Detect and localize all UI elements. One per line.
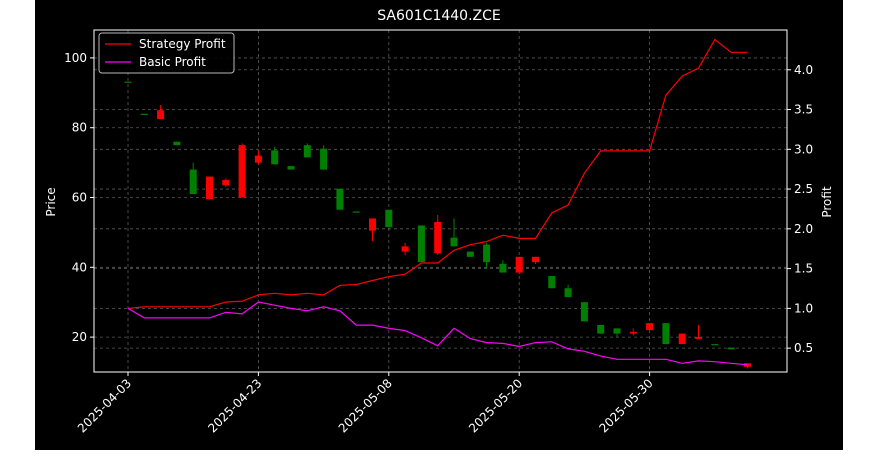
y-tick-label-right-4: 2.5 [794,182,813,196]
series-line-strategy-profit [127,38,748,309]
candle-body-6 [222,180,230,186]
candle-body-1 [140,113,148,115]
candle-body-15 [369,218,376,231]
y-tick-label-right-5: 3.0 [794,142,813,156]
y-tick-label-left-1: 40 [72,260,87,274]
candle-body-0 [124,81,132,83]
candle-body-21 [466,251,474,257]
candle-body-7 [238,145,246,198]
candle-body-34 [678,333,686,345]
y-tick-label-left-0: 20 [72,330,87,344]
candle-body-29 [597,324,605,334]
candle-body-10 [287,166,295,170]
candle-body-33 [662,323,670,345]
legend-box [98,32,235,74]
candle-body-17 [401,246,409,252]
candle-body-28 [580,302,588,322]
candle-body-26 [548,276,556,289]
line-layer [127,38,748,366]
candle-body-13 [336,188,344,210]
legend-label-basic-profit: Basic Profit [139,55,206,69]
plot-frame [93,29,788,373]
y-axis-label-right: Profit [820,186,834,218]
candle-body-22 [483,244,491,263]
candle-body-30 [613,328,621,334]
candle-body-18 [417,225,425,263]
candle-body-23 [499,263,507,273]
candle-body-37 [727,347,735,350]
candle-body-19 [434,221,442,254]
candle-body-3 [173,141,181,146]
y-tick-label-right-7: 4.0 [794,63,813,77]
candle-body-25 [532,256,539,263]
y-tick-label-left-4: 100 [64,51,87,65]
candle-body-8 [254,155,262,163]
candle-body-14 [352,211,360,213]
y-tick-label-right-1: 1.0 [794,301,813,315]
candle-layer [124,81,751,369]
candle-body-24 [515,256,523,273]
candle-body-9 [271,150,279,165]
y-tick-label-right-0: 0.5 [794,341,813,355]
y-tick-label-right-6: 3.5 [794,103,813,117]
y-axis-label-left: Price [44,187,58,216]
candle-body-2 [157,110,165,119]
candle-body-4 [189,169,197,195]
candle-body-5 [206,176,213,200]
chart-title: SA601C1440.ZCE [377,8,501,24]
y-tick-label-right-3: 2.0 [794,222,813,236]
candle-body-32 [646,323,654,331]
candle-body-31 [629,331,637,334]
candle-body-20 [450,237,458,247]
candle-body-36 [711,344,719,346]
candle-body-35 [695,337,702,339]
y-tick-label-left-2: 60 [72,191,87,205]
series-line-basic-profit [127,301,748,366]
candle-body-27 [564,288,572,297]
y-tick-label-left-3: 80 [72,121,87,135]
y-tick-label-right-2: 1.5 [794,262,813,276]
candle-body-11 [303,145,311,158]
legend: Strategy Profit Basic Profit [98,32,235,74]
candle-body-12 [320,148,328,170]
candle-body-38 [743,363,751,367]
legend-label-strategy-profit: Strategy Profit [139,37,226,51]
candle-body-16 [385,209,393,228]
